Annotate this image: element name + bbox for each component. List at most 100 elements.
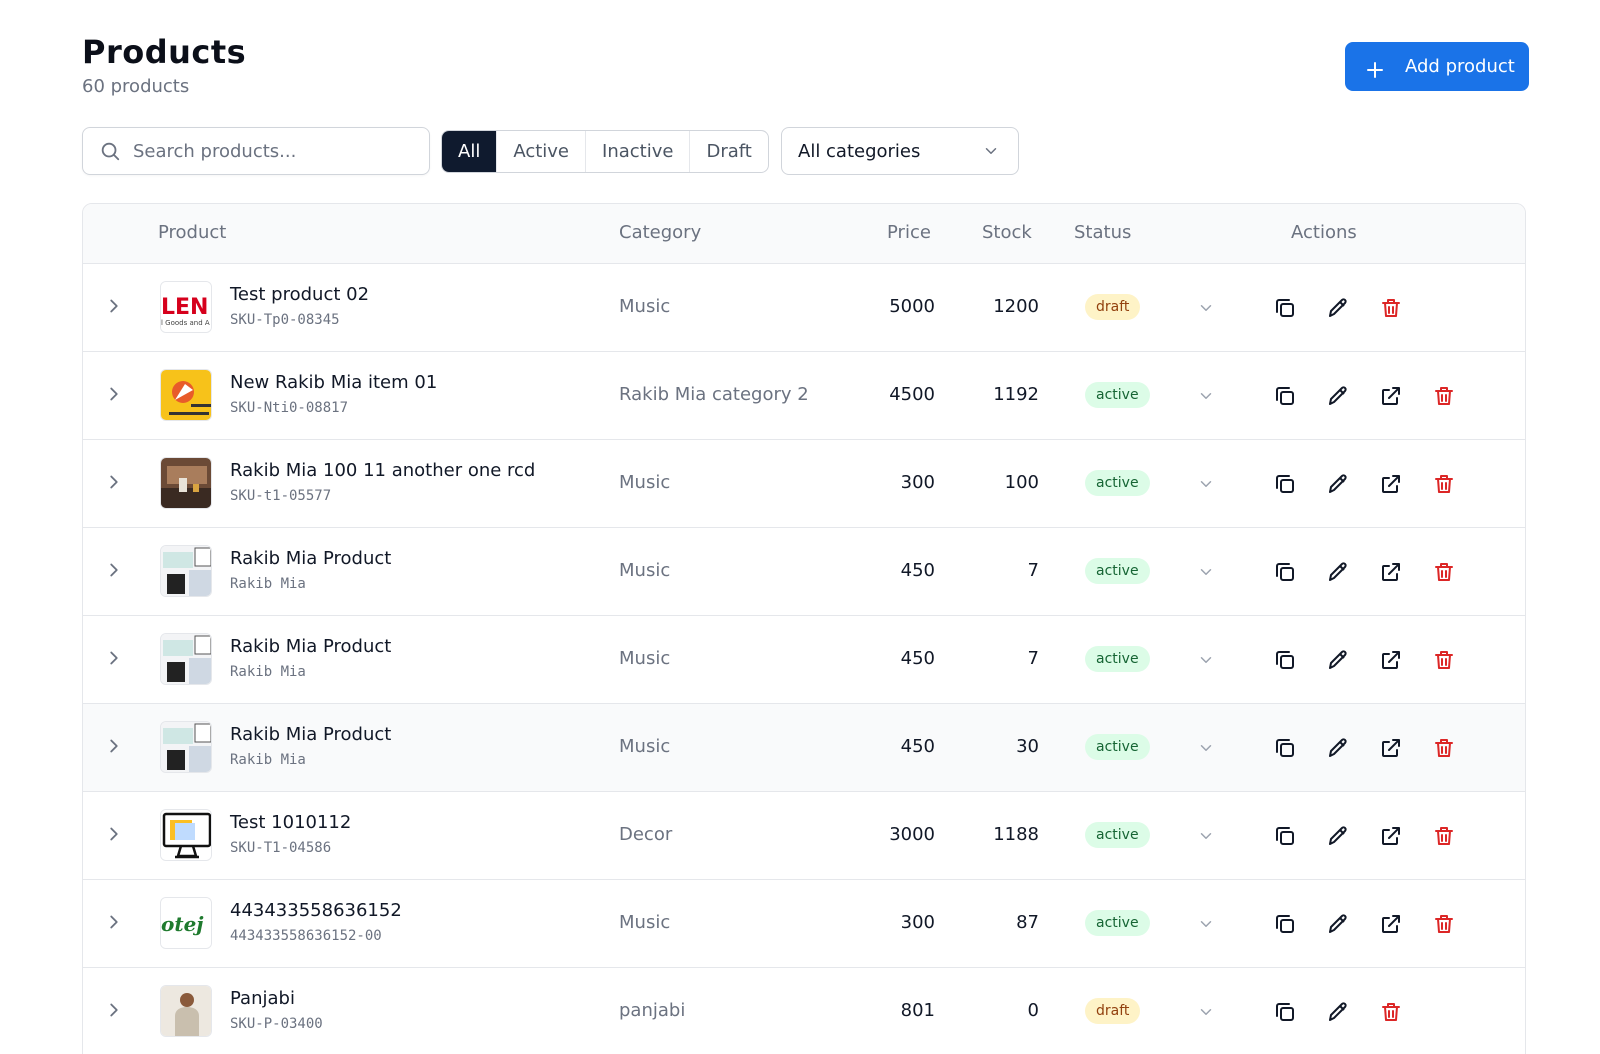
expand-row-chevron-icon[interactable] <box>103 911 125 937</box>
status-badge: draft <box>1085 294 1141 320</box>
tab-inactive[interactable]: Inactive <box>585 131 689 172</box>
delete-trash-icon[interactable] <box>1432 648 1456 672</box>
expand-row-chevron-icon[interactable] <box>103 471 125 497</box>
product-category: Music <box>619 648 671 669</box>
product-category: Rakib Mia category 2 <box>619 384 809 405</box>
products-table: Product Category Price Stock Status Acti… <box>82 203 1526 1054</box>
expand-row-chevron-icon[interactable] <box>103 295 125 321</box>
expand-row-chevron-icon[interactable] <box>103 735 125 761</box>
tab-draft[interactable]: Draft <box>689 131 767 172</box>
table-row[interactable]: Rakib Mia Product Rakib Mia Music 450 7 activ… <box>83 616 1525 704</box>
delete-trash-icon[interactable] <box>1432 560 1456 584</box>
table-row[interactable]: New Rakib Mia item 01 SKU-Nti0-08817 Rakib… <box>83 352 1525 440</box>
duplicate-copy-icon[interactable] <box>1273 912 1297 936</box>
status-dropdown-chevron-down-icon[interactable] <box>1197 299 1215 321</box>
tab-active[interactable]: Active <box>496 131 585 172</box>
duplicate-copy-icon[interactable] <box>1273 736 1297 760</box>
status-dropdown-chevron-down-icon[interactable] <box>1197 651 1215 673</box>
open-external-link-icon[interactable] <box>1379 648 1403 672</box>
edit-pencil-icon[interactable] <box>1326 560 1350 584</box>
delete-trash-icon[interactable] <box>1379 1000 1403 1024</box>
status-dropdown-chevron-down-icon[interactable] <box>1197 739 1215 761</box>
product-price: 450 <box>900 560 935 581</box>
table-row[interactable]: Rakib Mia Product Rakib Mia Music 450 30 acti… <box>83 704 1525 792</box>
table-row[interactable]: Rakib Mia Product Rakib Mia Music 450 7 activ… <box>83 528 1525 616</box>
page-title: Products <box>82 33 247 71</box>
category-select[interactable]: All categories <box>781 127 1019 175</box>
add-product-button[interactable]: Add product <box>1345 42 1529 91</box>
duplicate-copy-icon[interactable] <box>1273 648 1297 672</box>
open-external-link-icon[interactable] <box>1379 472 1403 496</box>
edit-pencil-icon[interactable] <box>1326 736 1350 760</box>
table-row[interactable]: LEN l Goods and A Test product 02 SKU-Tp0-0… <box>83 264 1525 352</box>
status-badge: active <box>1085 646 1150 672</box>
search-input[interactable] <box>133 140 413 162</box>
status-dropdown-chevron-down-icon[interactable] <box>1197 563 1215 585</box>
delete-trash-icon[interactable] <box>1432 824 1456 848</box>
edit-pencil-icon[interactable] <box>1326 1000 1350 1024</box>
expand-row-chevron-icon[interactable] <box>103 383 125 409</box>
column-header-product: Product <box>158 222 227 243</box>
product-name[interactable]: Rakib Mia 100 11 another one rcd <box>230 460 536 481</box>
duplicate-copy-icon[interactable] <box>1273 472 1297 496</box>
open-external-link-icon[interactable] <box>1379 560 1403 584</box>
delete-trash-icon[interactable] <box>1432 472 1456 496</box>
product-sku: 443433558636152-00 <box>230 928 382 944</box>
edit-pencil-icon[interactable] <box>1326 384 1350 408</box>
status-dropdown-chevron-down-icon[interactable] <box>1197 915 1215 937</box>
edit-pencil-icon[interactable] <box>1326 912 1350 936</box>
duplicate-copy-icon[interactable] <box>1273 1000 1297 1024</box>
product-name[interactable]: Panjabi <box>230 988 295 1009</box>
status-dropdown-chevron-down-icon[interactable] <box>1197 827 1215 849</box>
product-name[interactable]: Test product 02 <box>230 284 370 305</box>
table-row[interactable]: otej i 443433558636152 443433558636152-00 M… <box>83 880 1525 968</box>
edit-pencil-icon[interactable] <box>1326 296 1350 320</box>
product-name[interactable]: 443433558636152 <box>230 900 402 921</box>
product-price: 3000 <box>889 824 935 845</box>
table-row[interactable]: Panjabi SKU-P-03400 panjabi 801 0 draft <box>83 968 1525 1054</box>
product-name[interactable]: New Rakib Mia item 01 <box>230 372 438 393</box>
product-sku: SKU-Nti0-08817 <box>230 400 349 416</box>
product-thumbnail <box>160 369 212 421</box>
status-dropdown-chevron-down-icon[interactable] <box>1197 1003 1215 1025</box>
search-box[interactable] <box>82 127 430 175</box>
product-name[interactable]: Rakib Mia Product <box>230 724 392 745</box>
status-dropdown-chevron-down-icon[interactable] <box>1197 475 1215 497</box>
status-dropdown-chevron-down-icon[interactable] <box>1197 387 1215 409</box>
product-thumbnail: otej i <box>160 897 212 949</box>
table-header: Product Category Price Stock Status Acti… <box>83 204 1525 264</box>
product-stock: 7 <box>1027 560 1039 581</box>
product-name[interactable]: Test 1010112 <box>230 812 352 833</box>
delete-trash-icon[interactable] <box>1432 736 1456 760</box>
duplicate-copy-icon[interactable] <box>1273 384 1297 408</box>
open-external-link-icon[interactable] <box>1379 912 1403 936</box>
edit-pencil-icon[interactable] <box>1326 824 1350 848</box>
product-sku: Rakib Mia <box>230 752 306 768</box>
product-category: Music <box>619 912 671 933</box>
tab-all[interactable]: All <box>442 131 497 172</box>
delete-trash-icon[interactable] <box>1432 384 1456 408</box>
edit-pencil-icon[interactable] <box>1326 648 1350 672</box>
product-name[interactable]: Rakib Mia Product <box>230 636 392 657</box>
expand-row-chevron-icon[interactable] <box>103 999 125 1025</box>
edit-pencil-icon[interactable] <box>1326 472 1350 496</box>
delete-trash-icon[interactable] <box>1379 296 1403 320</box>
table-row[interactable]: Rakib Mia 100 11 another one rcd SKU-t1-0… <box>83 440 1525 528</box>
open-external-link-icon[interactable] <box>1379 384 1403 408</box>
expand-row-chevron-icon[interactable] <box>103 559 125 585</box>
table-row[interactable]: Test 1010112 SKU-T1-04586 Decor 3000 1188 act… <box>83 792 1525 880</box>
duplicate-copy-icon[interactable] <box>1273 296 1297 320</box>
status-badge: active <box>1085 558 1150 584</box>
product-name[interactable]: Rakib Mia Product <box>230 548 392 569</box>
duplicate-copy-icon[interactable] <box>1273 560 1297 584</box>
product-sku: SKU-Tp0-08345 <box>230 312 340 328</box>
product-category: Decor <box>619 824 673 845</box>
open-external-link-icon[interactable] <box>1379 736 1403 760</box>
duplicate-copy-icon[interactable] <box>1273 824 1297 848</box>
open-external-link-icon[interactable] <box>1379 824 1403 848</box>
expand-row-chevron-icon[interactable] <box>103 647 125 673</box>
product-category: Music <box>619 560 671 581</box>
delete-trash-icon[interactable] <box>1432 912 1456 936</box>
status-badge: draft <box>1085 998 1141 1024</box>
expand-row-chevron-icon[interactable] <box>103 823 125 849</box>
